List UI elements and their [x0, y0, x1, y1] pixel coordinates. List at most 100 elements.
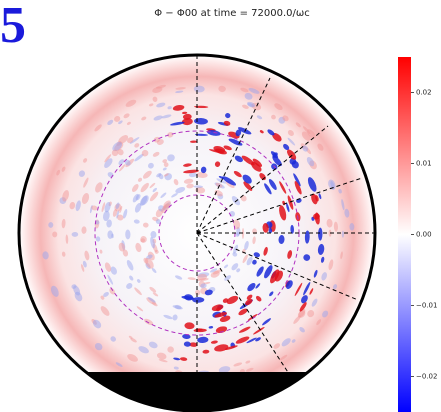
field-blob [149, 191, 159, 202]
field-blob [255, 283, 261, 289]
field-blob [182, 113, 192, 120]
field-blob [307, 177, 317, 192]
field-blob [142, 170, 152, 179]
field-blob [147, 297, 156, 303]
field-blob [313, 213, 320, 220]
field-blob [65, 234, 69, 244]
field-blob [140, 235, 147, 243]
field-blob [151, 268, 157, 274]
field-blob [103, 292, 109, 297]
field-blob [82, 260, 87, 268]
field-blob [223, 120, 231, 126]
field-blob [152, 151, 160, 157]
field-blob [263, 246, 268, 256]
field-blob [202, 349, 210, 354]
field-blob [270, 269, 280, 284]
field-blob [240, 87, 249, 93]
field-blob [172, 314, 178, 321]
field-blob [311, 193, 318, 205]
field-blob [111, 233, 114, 239]
field-blob [163, 314, 173, 320]
field-blob [175, 275, 183, 280]
field-blob [262, 318, 271, 326]
field-blob [110, 266, 117, 275]
field-blob [279, 205, 287, 221]
field-blob [71, 231, 79, 237]
field-blob [214, 161, 221, 167]
field-blob [156, 352, 167, 360]
field-blob [328, 259, 334, 271]
field-blob [182, 111, 188, 114]
field-blob [256, 115, 263, 120]
field-blob [175, 87, 186, 90]
field-blob [245, 298, 253, 306]
field-blob [129, 137, 140, 144]
field-blob [163, 200, 171, 209]
field-blob [320, 256, 325, 263]
field-blob [167, 106, 172, 110]
field-blob [173, 357, 181, 361]
field-blob [137, 177, 143, 182]
field-blob [134, 143, 140, 148]
field-blob [152, 187, 157, 193]
field-blob [200, 166, 207, 174]
field-blob [109, 287, 116, 295]
field-blob [115, 202, 120, 209]
field-blob [126, 259, 134, 271]
field-blob [125, 99, 137, 107]
field-blob [222, 176, 237, 186]
field-blob [107, 119, 114, 126]
field-blob [281, 338, 291, 347]
field-blob [127, 137, 134, 144]
radial-line [196, 177, 363, 234]
field-blob [167, 132, 174, 138]
field-blob [259, 130, 264, 134]
field-blob [211, 304, 224, 312]
field-blob [256, 266, 264, 277]
field-blob [287, 137, 296, 146]
field-blob [140, 182, 149, 193]
field-blob [148, 162, 154, 169]
field-blob [150, 236, 155, 249]
field-blob [149, 103, 154, 107]
field-blob [118, 135, 129, 144]
field-blob [194, 105, 209, 108]
field-blob [69, 201, 76, 210]
field-blob [172, 105, 185, 111]
field-blob [152, 86, 163, 93]
field-blob [183, 163, 192, 167]
field-blob [197, 273, 208, 281]
field-blob [304, 230, 310, 244]
field-blob [136, 306, 144, 312]
field-blob [233, 362, 243, 367]
colorbar [398, 57, 411, 412]
field-blob [224, 345, 238, 351]
field-blob [326, 218, 333, 228]
field-blob [123, 208, 128, 219]
field-blob [134, 153, 144, 162]
field-blob [215, 326, 228, 334]
field-blob [144, 318, 154, 326]
field-blob [290, 224, 294, 234]
field-blob [148, 341, 158, 349]
field-blob [167, 346, 174, 353]
field-blob [233, 244, 239, 254]
field-blob [291, 339, 296, 343]
field-blob [223, 145, 232, 151]
field-blob [123, 113, 130, 119]
field-blob [154, 249, 159, 254]
field-blob [247, 101, 256, 107]
field-blob [302, 145, 309, 152]
field-blob [142, 222, 149, 228]
field-blob [111, 149, 119, 157]
field-blob [42, 251, 49, 260]
field-blob [158, 359, 168, 363]
field-blob [269, 291, 274, 297]
chart-title: Φ − Φ00 at time = 72000.0/ωc [154, 8, 310, 19]
field-blob [83, 158, 88, 163]
field-blob [194, 117, 208, 125]
field-blob [267, 129, 275, 136]
field-blob [184, 294, 194, 301]
field-blob [119, 164, 126, 172]
